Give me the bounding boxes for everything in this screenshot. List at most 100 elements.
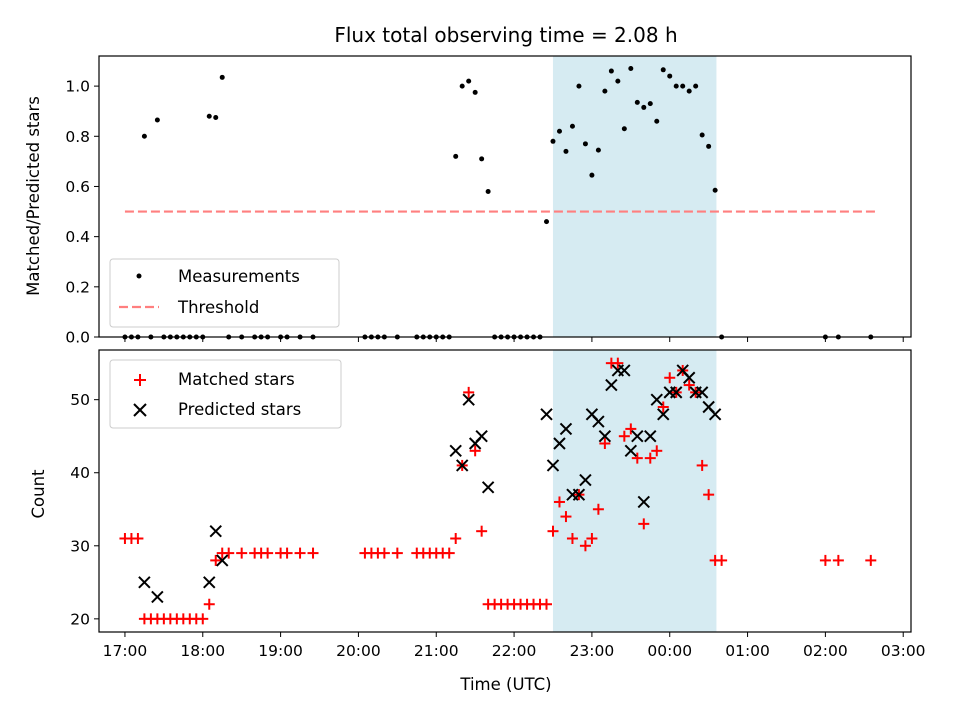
matched-star-point [631, 452, 643, 464]
matched-star-point [547, 525, 559, 537]
x-tick-label: 17:00 [103, 642, 148, 660]
predicted-star-point [657, 408, 670, 421]
matched-star-point [586, 532, 598, 544]
matched-star-point [553, 496, 565, 508]
x-tick-label: 03:00 [881, 642, 926, 660]
predicted-star-point [151, 590, 164, 604]
y-tick-label: 0.8 [65, 128, 90, 146]
matched-star-point [644, 452, 656, 464]
matched-star-point [294, 547, 306, 559]
matched-star-point [716, 554, 728, 566]
measurement-point [141, 133, 147, 139]
y-tick-label: 50 [70, 391, 90, 409]
measurement-point [154, 117, 160, 123]
legend-label-threshold: Threshold [177, 298, 259, 317]
predicted-star-point [481, 481, 495, 494]
measurement-point [576, 83, 582, 89]
matched-star-point [696, 459, 708, 471]
matched-star-point [832, 554, 844, 566]
matched-star-point [612, 357, 624, 369]
matched-star-point [638, 518, 650, 530]
matched-star-point [560, 511, 572, 523]
measurement-point [595, 147, 601, 153]
measurement-point [563, 148, 569, 154]
legend-marker-matched [134, 374, 146, 386]
matched-star-point [469, 445, 481, 457]
predicted-star-point [631, 430, 644, 443]
predicted-star-point [546, 459, 560, 472]
measurement-point [206, 113, 212, 119]
y-tick-label: 0.0 [65, 329, 90, 347]
predicted-star-point [708, 408, 722, 421]
x-tick-label: 18:00 [180, 642, 225, 660]
matched-star-point [541, 598, 553, 610]
y-tick-label: 1.0 [65, 78, 90, 96]
top-legend-box [109, 258, 340, 328]
bottom-panel-marks [119, 357, 877, 625]
matched-star-point [664, 372, 676, 384]
x-tick-label: 00:00 [647, 642, 692, 660]
measurement-point [219, 74, 225, 80]
x-axis-label: Time (UTC) [459, 675, 551, 694]
x-tick-label: 23:00 [570, 642, 615, 660]
predicted-star-point [203, 576, 216, 589]
measurement-point [472, 89, 478, 95]
legend-label-predicted: Predicted stars [178, 400, 301, 419]
bottom-legend: Matched stars Predicted stars [109, 359, 342, 429]
legend-marker-measurements [136, 273, 142, 279]
matched-star-point [262, 547, 274, 559]
bottom-legend-box [109, 359, 342, 429]
top-panel: 0.0 0.2 0.4 0.6 0.8 1.0 Matched/Predicted sta… [24, 55, 912, 347]
predicted-star-point [138, 576, 151, 589]
predicted-star-point [624, 444, 638, 458]
measurement-point [569, 123, 575, 129]
matched-star-point [618, 430, 630, 442]
measurement-point [459, 83, 465, 89]
predicted-star-point [644, 430, 657, 443]
bottom-panel-shade [552, 350, 717, 632]
predicted-star-point [605, 378, 618, 392]
measurement-point [453, 153, 459, 159]
y-tick-label: 30 [70, 537, 90, 555]
matched-star-point [132, 532, 144, 544]
legend-label-matched: Matched stars [178, 370, 295, 389]
matched-star-point [865, 554, 877, 566]
measurement-point [466, 78, 472, 84]
measurement-point [556, 128, 562, 134]
measurement-point [654, 118, 660, 124]
top-panel-ticks: 0.0 0.2 0.4 0.6 0.8 1.0 [65, 78, 904, 347]
matched-star-point [443, 547, 455, 559]
matched-star-point [657, 401, 669, 413]
matched-star-point [819, 554, 831, 566]
matched-star-point [599, 438, 611, 450]
predicted-star-point [540, 408, 553, 421]
legend-marker-predicted [133, 403, 147, 417]
matched-star-point [307, 547, 319, 559]
matched-star-point [210, 554, 222, 566]
predicted-star-point [682, 371, 696, 384]
measurement-point [693, 83, 699, 89]
predicted-star-point [598, 430, 612, 443]
measurement-point [582, 141, 588, 147]
matched-star-point [476, 525, 488, 537]
measurement-point [479, 156, 485, 162]
predicted-star-point [618, 364, 631, 377]
predicted-star-point [579, 473, 592, 487]
predicted-star-point [695, 386, 709, 399]
x-tick-label: 01:00 [725, 642, 770, 660]
measurement-point [712, 187, 718, 193]
measurement-point [647, 101, 653, 107]
measurement-point [686, 88, 692, 94]
y-tick-label: 0.2 [65, 278, 90, 296]
bottom-panel-ticks: 17:00 18:00 19:00 20:00 21:00 22:00 23:00 00:00… [70, 391, 925, 660]
measurement-point [667, 73, 673, 79]
predicted-star-point [559, 422, 573, 436]
bottom-panel: 17:00 18:00 19:00 20:00 21:00 22:00 23:00 00:00… [29, 349, 926, 694]
matched-star-point [703, 489, 715, 501]
x-tick-label: 02:00 [803, 642, 848, 660]
predicted-star-point [650, 393, 663, 406]
matched-star-point [651, 445, 663, 457]
predicted-star-point [553, 437, 566, 450]
measurement-point [621, 126, 627, 132]
